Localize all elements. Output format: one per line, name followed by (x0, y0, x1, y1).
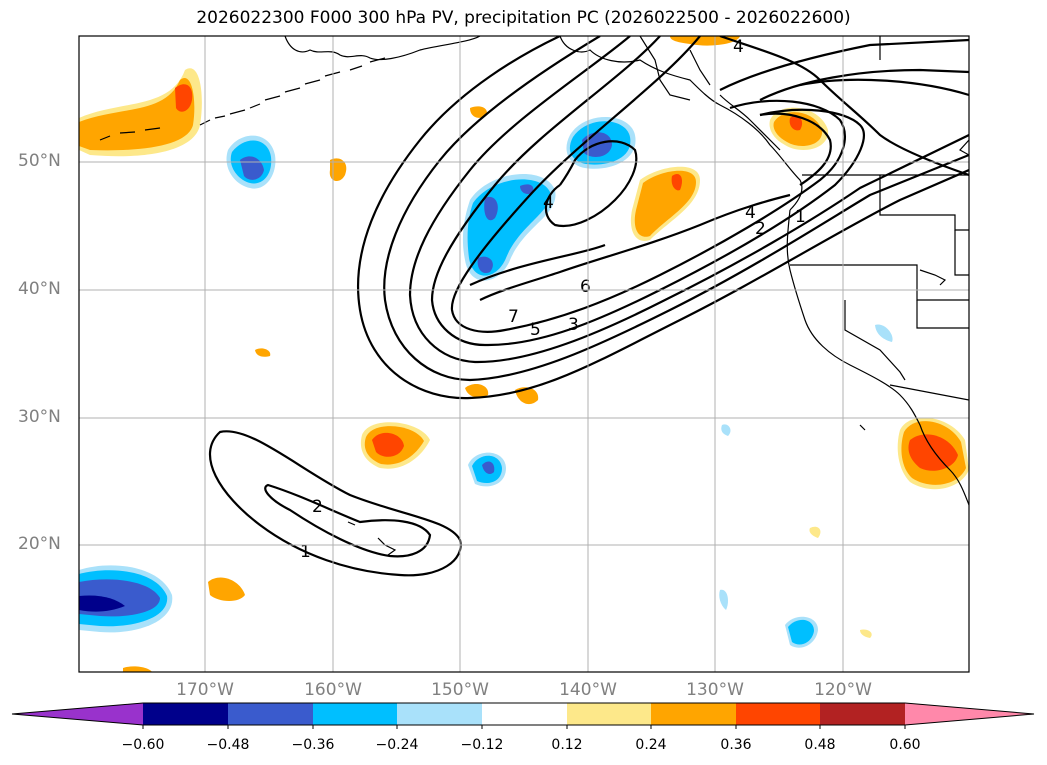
contour-label: 4 (745, 203, 756, 223)
pv-contour-2 (383, 36, 969, 382)
colorbar-tick-label: −0.36 (291, 737, 335, 753)
colorbar-tick-label: 0.12 (551, 737, 583, 753)
map-title: 2026022300 F000 300 hPa PV, precipitatio… (196, 8, 851, 28)
map-content: 4 4 6 7 5 3 4 2 1 2 1 (79, 36, 969, 672)
colorbar-swatch (905, 703, 1034, 725)
contour-label: 5 (530, 320, 541, 340)
pv-contour-9 (719, 36, 969, 177)
colorbar-tick-label: −0.48 (206, 737, 250, 753)
colorbar (11, 702, 1035, 729)
contour-label: 6 (580, 277, 591, 297)
colorbar-tick-label: −0.12 (460, 737, 504, 753)
pv-contour-11 (759, 68, 969, 101)
contour-label: 2 (312, 497, 323, 517)
colorbar-swatch (651, 703, 736, 725)
colorbar-swatch (397, 703, 482, 725)
precip-shading (79, 36, 969, 672)
colorbar-tick-label: 0.24 (635, 737, 667, 753)
colorbar-swatch (736, 703, 820, 725)
pv-contour-6 (544, 140, 638, 228)
contour-label: 4 (733, 37, 744, 57)
pv-contour-3 (408, 36, 969, 364)
colorbar-swatch (567, 703, 651, 725)
pv-contour-8 (469, 243, 606, 286)
lon-label: 170°W (176, 680, 234, 700)
lat-label: 30°N (18, 407, 61, 427)
lon-label: 130°W (686, 680, 744, 700)
pv-contour-10 (719, 38, 969, 91)
lon-label: 150°W (431, 680, 489, 700)
lon-label: 120°W (814, 680, 872, 700)
pv-contour-13 (759, 112, 832, 186)
pv-contour-7 (479, 193, 791, 301)
colorbar-tick-label: −0.24 (375, 737, 419, 753)
contour-label: 1 (300, 542, 311, 562)
pv-contour-south-outer (208, 430, 462, 577)
contour-labels: 4 4 6 7 5 3 4 2 1 2 1 (300, 37, 806, 562)
gridlines (79, 36, 969, 672)
contour-label: 2 (755, 219, 766, 239)
lat-label: 50°N (18, 151, 61, 171)
colorbar-tick-label: 0.48 (804, 737, 836, 753)
colorbar-swatch (482, 703, 567, 725)
pv-contour-south-inner (264, 483, 432, 558)
colorbar-swatch (820, 703, 905, 725)
lat-label: 40°N (18, 279, 61, 299)
pv-contour-12 (799, 78, 969, 97)
colorbar-swatch (12, 703, 143, 725)
pv-contours (208, 36, 969, 577)
colorbar-tick-label: 0.36 (720, 737, 752, 753)
lat-label: 20°N (18, 534, 61, 554)
pv-contour-5 (450, 36, 846, 333)
colorbar-tick-label: 0.60 (889, 737, 921, 753)
contour-label: 1 (795, 207, 806, 227)
map-frame (78, 35, 970, 673)
lon-label: 140°W (559, 680, 617, 700)
contour-label: 4 (543, 193, 554, 213)
colorbar-tick-label: −0.60 (121, 737, 165, 753)
colorbar-swatch (143, 703, 228, 725)
colorbar-swatch (313, 703, 397, 725)
contour-label: 3 (568, 315, 579, 335)
pv-contour-4 (430, 36, 865, 347)
contour-label: 7 (508, 307, 519, 327)
lon-label: 160°W (304, 680, 362, 700)
colorbar-swatch (228, 703, 313, 725)
